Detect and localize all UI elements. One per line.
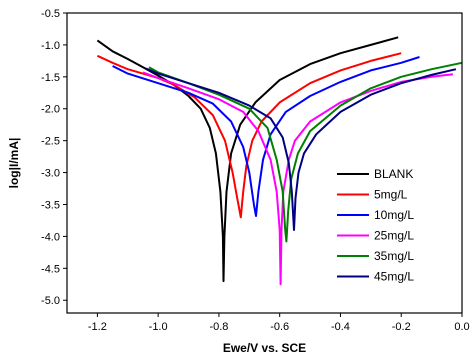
- legend-label: 25mg/L: [374, 229, 414, 243]
- y-axis-title: log|I/mA|: [7, 138, 21, 189]
- series-layer: [96, 36, 463, 286]
- y-tick-label: -4.0: [41, 231, 60, 243]
- legend: BLANK 5mg/L 10mg/L 25mg/L 35mg/L 45mg/L: [337, 167, 414, 284]
- y-tick-label: -2.0: [41, 104, 60, 116]
- series-line-25mg-l: [142, 71, 454, 286]
- x-tick-label: -1.0: [149, 321, 168, 333]
- legend-label: 35mg/L: [374, 249, 414, 263]
- y-tick-label: -3.0: [41, 168, 60, 180]
- series-line-35mg-l: [148, 61, 463, 243]
- x-tick-label: -0.8: [209, 321, 228, 333]
- series-line-45mg-l: [145, 67, 457, 231]
- x-tick-label: -0.2: [392, 321, 411, 333]
- legend-label: 45mg/L: [374, 270, 414, 284]
- y-tick-label: -4.5: [41, 263, 60, 275]
- y-tick-label: -1.0: [41, 40, 60, 52]
- x-tick-label: 0.0: [454, 321, 469, 333]
- x-tick-label: -0.6: [270, 321, 289, 333]
- series-line-10mg-l: [112, 56, 420, 217]
- y-tick-label: -1.5: [41, 72, 60, 84]
- y-tick-label: -5.0: [41, 295, 60, 307]
- x-axis-title: Ewe/V vs. SCE: [223, 341, 306, 355]
- y-tick-label: -0.5: [41, 8, 60, 20]
- y-tick-label: -2.5: [41, 136, 60, 148]
- legend-label: BLANK: [374, 167, 413, 181]
- series-line-blank: [96, 36, 399, 283]
- legend-label: 10mg/L: [374, 208, 414, 222]
- x-tick-label: -0.4: [331, 321, 350, 333]
- ticks-layer: -1.2 -1.0 -0.8 -0.6 -0.4 -0.2 0.0 -0.5 -1.0 -1.5 -…: [41, 8, 470, 333]
- x-tick-label: -1.2: [88, 321, 107, 333]
- plot-frame: [66, 12, 463, 314]
- legend-label: 5mg/L: [374, 188, 408, 202]
- y-tick-label: -3.5: [41, 199, 60, 211]
